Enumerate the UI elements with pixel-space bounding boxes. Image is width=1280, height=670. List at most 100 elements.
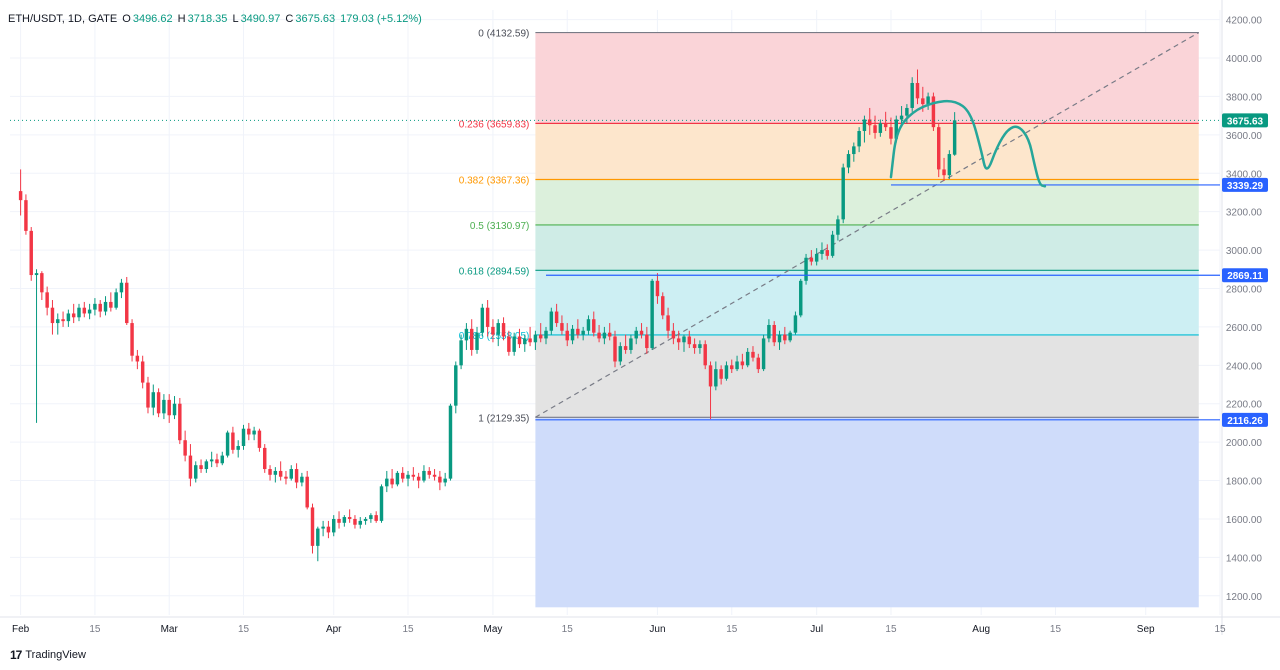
candle-body <box>804 257 808 281</box>
candle-body <box>883 123 888 128</box>
price-tick-label: 1200.00 <box>1226 592 1263 603</box>
candle-body <box>61 319 65 322</box>
candle-body <box>767 324 771 339</box>
candle-body <box>34 273 39 276</box>
horizontal-lines[interactable] <box>10 119 1220 421</box>
ohlc-change: 179.03 (+5.12%) <box>340 13 422 25</box>
candle-body <box>666 315 670 331</box>
candle-body <box>868 119 872 126</box>
candle-body <box>745 351 750 366</box>
tradingview-logo-icon: 17 <box>10 648 22 662</box>
candle-body <box>937 127 941 170</box>
candle-body <box>592 319 596 333</box>
candle-body <box>793 315 798 333</box>
candle-body <box>501 323 506 337</box>
candle-body <box>464 328 469 341</box>
candle-body <box>894 119 898 139</box>
candle-body <box>411 474 416 477</box>
time-axis[interactable]: Feb 15 Mar 15 Apr 15 May 15 Jun 15 Jul 15 Aug 15 Sep 15 <box>0 616 1280 635</box>
time-tick-label: Feb <box>12 624 30 635</box>
candle-body <box>379 486 384 521</box>
candle-body <box>220 455 225 464</box>
candle-body <box>560 323 564 331</box>
candle-body <box>310 507 315 546</box>
price-tick-label: 2200.00 <box>1226 400 1263 411</box>
candle-body <box>814 253 819 262</box>
candle-body <box>682 336 686 343</box>
price-tick-label: 2000.00 <box>1226 438 1263 449</box>
candle-body <box>82 307 87 314</box>
candle-body <box>549 311 554 331</box>
candle-body <box>809 257 814 262</box>
price-tick-label: 4000.00 <box>1226 54 1263 65</box>
candle-body <box>284 476 288 479</box>
candle-body <box>714 369 718 387</box>
candle-body <box>538 334 543 339</box>
candle-body <box>512 336 516 352</box>
candle-body <box>50 307 55 324</box>
candle-body <box>645 334 649 349</box>
candle-body <box>921 98 925 105</box>
candle-body <box>756 357 761 370</box>
candle-body <box>565 330 569 341</box>
candle-body <box>830 234 835 256</box>
ohlc-open-label: O <box>122 13 131 25</box>
candle-body <box>841 167 845 220</box>
trend-line[interactable] <box>535 32 1200 418</box>
price-tick-label: 4200.00 <box>1226 16 1263 27</box>
candle-body <box>475 332 479 350</box>
price-tick-label: 1600.00 <box>1226 515 1263 526</box>
candle-body <box>491 326 495 335</box>
candle-body <box>263 447 267 470</box>
time-tick-label: 15 <box>726 624 738 635</box>
candle-body <box>783 334 787 341</box>
candle-body <box>952 120 957 155</box>
candle-body <box>56 319 60 324</box>
price-tick-label: 1800.00 <box>1226 477 1263 488</box>
candle-body <box>942 169 946 176</box>
candle-body <box>103 301 108 312</box>
candle-body <box>862 119 867 131</box>
candle-body <box>692 344 697 349</box>
fib-level-label-1: 1 (2129.35) <box>478 413 529 424</box>
candle-body <box>655 280 660 297</box>
candle-body <box>162 399 166 414</box>
fib-level-label-0.382: 0.382 (3367.36) <box>459 176 530 187</box>
candle-body <box>87 309 92 314</box>
candle-body <box>77 307 81 318</box>
candle-body <box>183 440 187 456</box>
candle-body <box>777 334 782 343</box>
time-tick-label: 15 <box>885 624 897 635</box>
candle-body <box>167 399 171 416</box>
candle-body <box>846 154 851 168</box>
price-tick-label: 1400.00 <box>1226 553 1263 564</box>
candle-body <box>395 472 400 485</box>
candle-body <box>289 469 293 479</box>
candle-body <box>533 334 538 343</box>
time-tick-label: 15 <box>402 624 414 635</box>
candle-body <box>236 445 240 450</box>
price-tick-label: 3200.00 <box>1226 208 1263 219</box>
time-tick-label: 15 <box>238 624 250 635</box>
candle-body <box>576 328 580 335</box>
candle-body <box>140 361 145 383</box>
time-tick-label: Aug <box>972 624 990 635</box>
candle-body <box>554 311 559 324</box>
price-axis[interactable]: 1200.00 1400.00 1600.00 1800.00 2000.00 2200.… <box>1221 0 1263 635</box>
candle-body <box>454 365 458 406</box>
candle-body <box>676 338 681 343</box>
candle-body <box>905 107 909 116</box>
drawn-curve[interactable] <box>889 99 1047 188</box>
fibonacci-retracement[interactable]: 0 (4132.59) 0.236 (3659.83) 0.382 (3367.36… <box>459 29 1199 608</box>
candle-body <box>448 405 453 479</box>
candle-body <box>581 330 585 335</box>
candle-body <box>24 200 28 231</box>
candle-body <box>369 515 373 519</box>
tradingview-brand[interactable]: 17 TradingView <box>10 648 86 662</box>
time-tick-label: Jul <box>810 624 823 635</box>
fib-zone-0.618 <box>535 270 1199 335</box>
candle-body <box>93 303 97 310</box>
time-tick-label: 15 <box>1214 624 1226 635</box>
candle-body <box>98 303 102 312</box>
